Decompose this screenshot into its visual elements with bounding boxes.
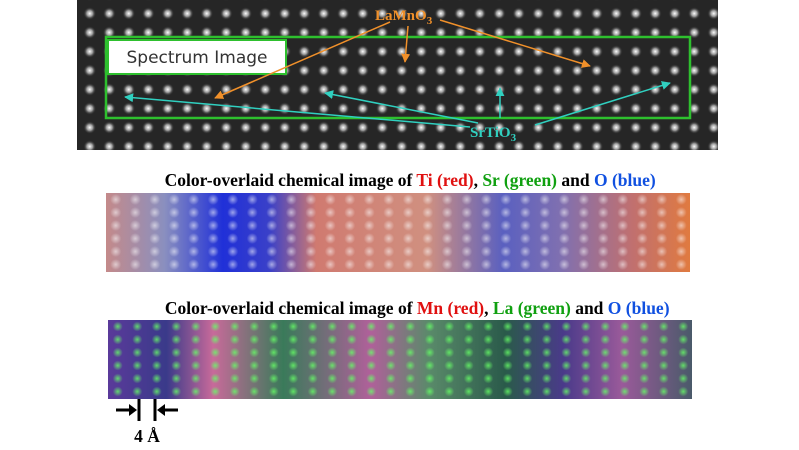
caption-2: Color-overlaid chemical image of Mn (red… <box>160 298 669 318</box>
label-text: LaMnO <box>375 8 427 24</box>
srtio3-arrows <box>124 81 671 128</box>
caption-text: Color-overlaid chemical image of <box>165 170 417 190</box>
caption-text: , <box>484 298 493 318</box>
caption-text: and <box>571 298 608 318</box>
spectrum-region <box>104 35 692 120</box>
arrow <box>401 25 411 63</box>
lamno3-arrows <box>214 19 591 99</box>
caption-text: and <box>557 170 594 190</box>
caption-text: , <box>474 170 483 190</box>
arrow <box>534 81 671 126</box>
label-sub: 3 <box>511 132 517 144</box>
lamno3-label: LaMnO3 <box>375 8 433 27</box>
arrow <box>439 19 591 68</box>
region-label-box <box>107 39 287 75</box>
label-text: SrTiO <box>470 125 511 141</box>
scale-bar <box>116 399 178 421</box>
map-texture <box>106 193 690 272</box>
label-sub: 3 <box>427 15 433 27</box>
caption-1: Color-overlaid chemical image of Ti (red… <box>160 170 656 190</box>
caption-red: Mn (red) <box>417 298 484 318</box>
caption-blue: O (blue) <box>594 170 656 190</box>
arrow <box>214 21 391 99</box>
srtio3-label: SrTiO3 <box>470 125 517 144</box>
region-label: Spectrum Image <box>126 48 267 68</box>
arrow <box>324 90 479 124</box>
arrow <box>124 93 471 128</box>
arrow-head <box>129 404 137 416</box>
caption-green: Sr (green) <box>482 170 557 190</box>
arrow-head <box>157 404 165 416</box>
scale-label: 4 Å <box>134 426 160 446</box>
caption-text: Color-overlaid chemical image of <box>165 298 417 318</box>
caption-blue: O (blue) <box>608 298 670 318</box>
map-texture <box>108 320 692 399</box>
caption-red: Ti (red) <box>416 170 473 190</box>
caption-green: La (green) <box>493 298 571 318</box>
